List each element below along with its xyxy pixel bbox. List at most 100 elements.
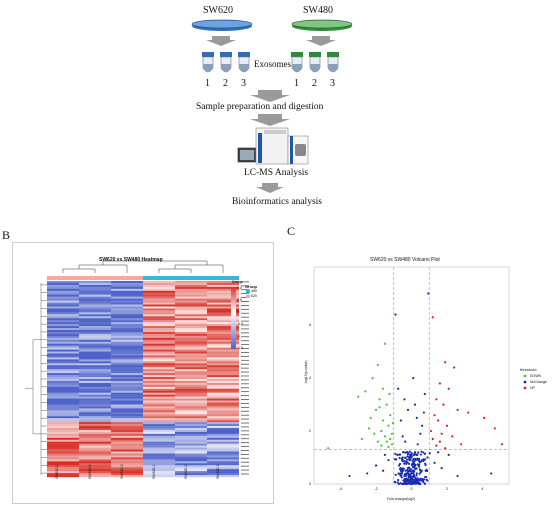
volcano-point-up bbox=[444, 361, 447, 364]
sw480-tubes-icon bbox=[291, 52, 339, 73]
heatmap-cell bbox=[79, 371, 111, 374]
heatmap-cell bbox=[207, 349, 239, 352]
heatmap-cell bbox=[111, 416, 143, 419]
heatmap-cell bbox=[111, 457, 143, 460]
heatmap-cell bbox=[79, 377, 111, 380]
heatmap-cell bbox=[207, 443, 239, 446]
volcano-legend-nochange: NoChange bbox=[530, 380, 547, 384]
volcano-point-nochange bbox=[412, 463, 415, 466]
heatmap-cell bbox=[143, 333, 175, 337]
heatmap-cell bbox=[111, 357, 143, 360]
volcano-point-nochange bbox=[456, 474, 459, 478]
heatmap-cell bbox=[79, 361, 111, 364]
heatmap-cell bbox=[143, 428, 175, 431]
heatmap-cell bbox=[175, 312, 207, 315]
heatmap-cell bbox=[175, 286, 207, 290]
heatmap-cell bbox=[111, 386, 143, 389]
group-bar-cell bbox=[175, 276, 207, 280]
x-tick-label: 0 bbox=[411, 487, 413, 491]
heatmap-cell bbox=[143, 379, 175, 382]
heatmap-cell bbox=[111, 408, 143, 411]
heatmap-cell bbox=[79, 369, 111, 372]
heatmap-cell bbox=[207, 302, 239, 305]
y-tick-label: 6 bbox=[309, 323, 311, 327]
heatmap-cell bbox=[79, 349, 111, 352]
group-bar-cell bbox=[111, 276, 143, 280]
heatmap-cell bbox=[79, 424, 111, 427]
heatmap-cell bbox=[207, 322, 239, 325]
heatmap-cell bbox=[47, 379, 79, 382]
legend-swatch-up bbox=[523, 386, 527, 390]
heatmap-cell bbox=[175, 426, 207, 429]
volcano-point-nochange bbox=[400, 476, 403, 479]
heatmap-cell bbox=[207, 396, 239, 399]
heatmap-cell bbox=[207, 457, 239, 460]
heatmap-cell bbox=[143, 400, 175, 403]
heatmap-cell bbox=[143, 337, 175, 340]
heatmap-cell bbox=[79, 384, 111, 388]
volcano-point-down bbox=[376, 363, 379, 367]
heatmap-cell bbox=[175, 310, 207, 313]
heatmap-cell bbox=[175, 392, 207, 395]
heatmap-cell bbox=[143, 469, 175, 472]
heatmap-cell bbox=[79, 410, 111, 413]
volcano-point-nochange bbox=[416, 457, 419, 461]
heatmap-cell bbox=[143, 429, 175, 433]
heatmap-cell bbox=[175, 290, 207, 293]
volcano-point-nochange bbox=[419, 432, 422, 435]
volcano-point-nochange bbox=[424, 475, 428, 479]
heatmap-cell bbox=[175, 306, 207, 309]
volcano-point-nochange bbox=[397, 482, 400, 486]
sw620-label: SW620 bbox=[203, 5, 233, 16]
volcano-point-nochange bbox=[416, 443, 419, 446]
heatmap-cell bbox=[175, 437, 207, 440]
heatmap-cell bbox=[143, 326, 175, 329]
heatmap-legend-group-title: Group bbox=[245, 284, 257, 289]
sample-label-1: SW620-1 bbox=[55, 464, 59, 479]
volcano-point-nochange bbox=[414, 467, 417, 470]
heatmap-cell bbox=[175, 300, 207, 303]
heatmap-cell bbox=[79, 351, 111, 354]
heatmap-cell bbox=[47, 416, 79, 419]
heatmap-cell bbox=[207, 437, 239, 440]
heatmap-cell bbox=[111, 369, 143, 372]
heatmap-cell bbox=[207, 400, 239, 403]
row-labels bbox=[241, 281, 249, 475]
volcano-point-nochange bbox=[404, 440, 407, 443]
heatmap-cell bbox=[207, 298, 239, 301]
heatmap-cell bbox=[207, 431, 239, 435]
heatmap-cell bbox=[175, 416, 207, 419]
heatmap-figure: SW620 vs SW480 Heatmap Group 480 620 Gro… bbox=[12, 242, 274, 504]
volcano-point-nochange bbox=[420, 450, 423, 453]
panel-c-label: C bbox=[287, 224, 296, 238]
heatmap-cell bbox=[79, 367, 111, 370]
volcano-point-nochange bbox=[401, 470, 404, 473]
heatmap-cell bbox=[207, 392, 239, 395]
volcano-point-up bbox=[460, 443, 463, 446]
volcano-point-nochange bbox=[410, 470, 413, 473]
volcano-point-up bbox=[456, 408, 459, 412]
heatmap-cell bbox=[143, 365, 175, 368]
heatmap-cell bbox=[111, 308, 143, 311]
heatmap-cell bbox=[111, 471, 143, 474]
heatmap-legend-group-620: 620 bbox=[251, 294, 257, 298]
heatmap-cell bbox=[111, 453, 143, 456]
heatmap-cell bbox=[143, 355, 175, 358]
volcano-point-nochange bbox=[397, 472, 400, 475]
heatmap-cell bbox=[143, 426, 175, 429]
heatmap-cell bbox=[143, 339, 175, 342]
volcano-point-nochange bbox=[422, 480, 425, 484]
volcano-point-up bbox=[483, 416, 486, 419]
heatmap-cell bbox=[47, 339, 79, 342]
heatmap-cell bbox=[175, 404, 207, 407]
volcano-legend-up: UP bbox=[530, 386, 535, 390]
heatmap-cell bbox=[79, 475, 111, 478]
heatmap-cell bbox=[143, 318, 175, 321]
volcano-point-nochange bbox=[409, 468, 412, 471]
heatmap-cell bbox=[79, 302, 111, 305]
heatmap-cell bbox=[111, 296, 143, 299]
heatmap-cell bbox=[47, 418, 79, 421]
heatmap-cell bbox=[175, 341, 207, 344]
volcano-point-nochange bbox=[426, 456, 429, 459]
heatmap-cell bbox=[47, 367, 79, 370]
